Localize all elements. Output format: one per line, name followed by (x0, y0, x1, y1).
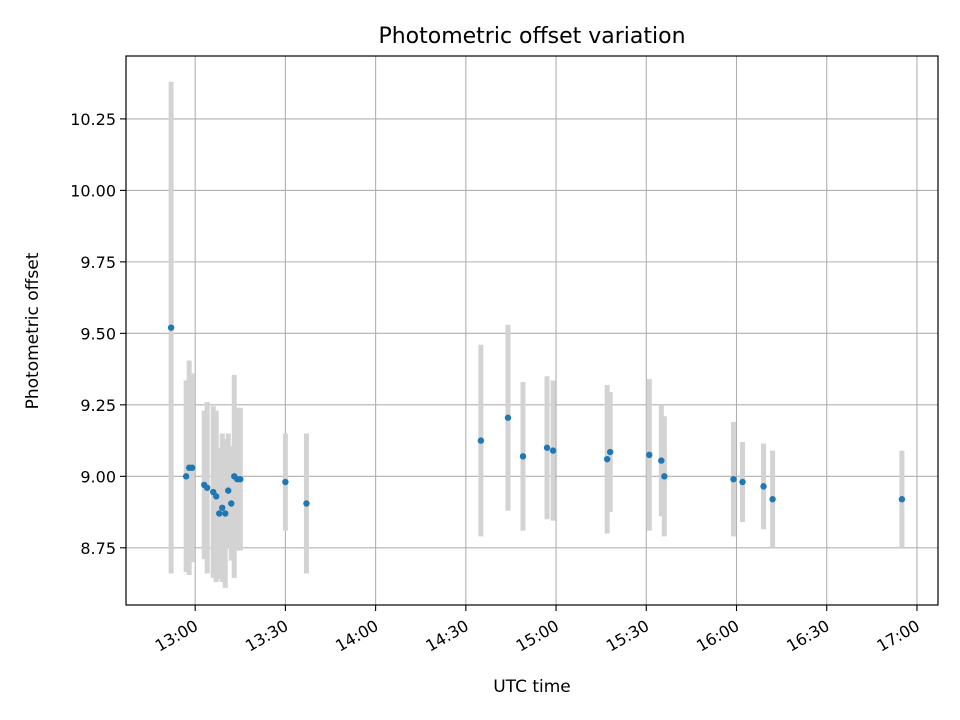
x-axis-label: UTC time (493, 677, 571, 697)
y-tick-label: 10.00 (70, 181, 116, 200)
plot-frame (125, 55, 939, 606)
x-tick-label: 13:00 (152, 616, 201, 656)
data-points (167, 324, 906, 517)
data-point (204, 484, 211, 491)
data-point (219, 504, 226, 511)
data-point (646, 451, 653, 459)
data-point (237, 475, 244, 483)
data-point (182, 473, 190, 480)
data-point (730, 475, 737, 483)
y-tick-label: 9.25 (80, 396, 116, 415)
data-point (228, 500, 235, 507)
data-point (303, 500, 310, 507)
y-axis-label: Photometric offset (23, 252, 43, 409)
grid (126, 56, 938, 605)
y-tick-label: 10.25 (70, 110, 116, 129)
x-tick-label: 14:30 (422, 616, 471, 656)
y-tick-label: 9.00 (80, 467, 116, 486)
data-point (606, 448, 614, 456)
data-point (188, 464, 196, 471)
data-point (519, 453, 527, 460)
chart-title: Photometric offset variation (378, 24, 685, 49)
data-point (216, 510, 223, 517)
x-tick-label: 15:00 (513, 616, 562, 656)
data-point (603, 455, 611, 463)
data-point (769, 496, 776, 503)
data-point (282, 478, 289, 486)
data-point (549, 447, 557, 454)
y-tick-label: 9.50 (80, 324, 116, 343)
data-point (213, 493, 220, 500)
data-point (222, 510, 229, 517)
data-point (760, 483, 767, 490)
x-tick-label: 17:00 (874, 616, 923, 656)
x-tick-label: 15:30 (603, 616, 652, 656)
data-point (167, 324, 175, 331)
data-point (661, 473, 668, 480)
x-tick-label: 16:00 (693, 616, 742, 656)
data-point (658, 457, 665, 464)
error-bars (168, 81, 905, 588)
x-axis-ticks: 13:00 13:30 14:00 14:30 15:00 15:30 16:00 16:30… (152, 605, 923, 656)
y-axis-ticks: 8.75 9.00 9.25 9.50 9.75 10.00 10.25 (70, 110, 126, 558)
data-point (543, 444, 551, 451)
data-point (504, 414, 512, 421)
x-tick-label: 16:30 (783, 616, 832, 656)
y-tick-label: 9.75 (80, 253, 116, 272)
x-tick-label: 13:30 (242, 616, 291, 656)
data-point (477, 437, 485, 444)
data-point (225, 487, 232, 494)
y-tick-label: 8.75 (80, 539, 116, 558)
x-tick-label: 14:00 (332, 616, 381, 656)
data-point (898, 496, 906, 503)
data-point (739, 478, 746, 486)
